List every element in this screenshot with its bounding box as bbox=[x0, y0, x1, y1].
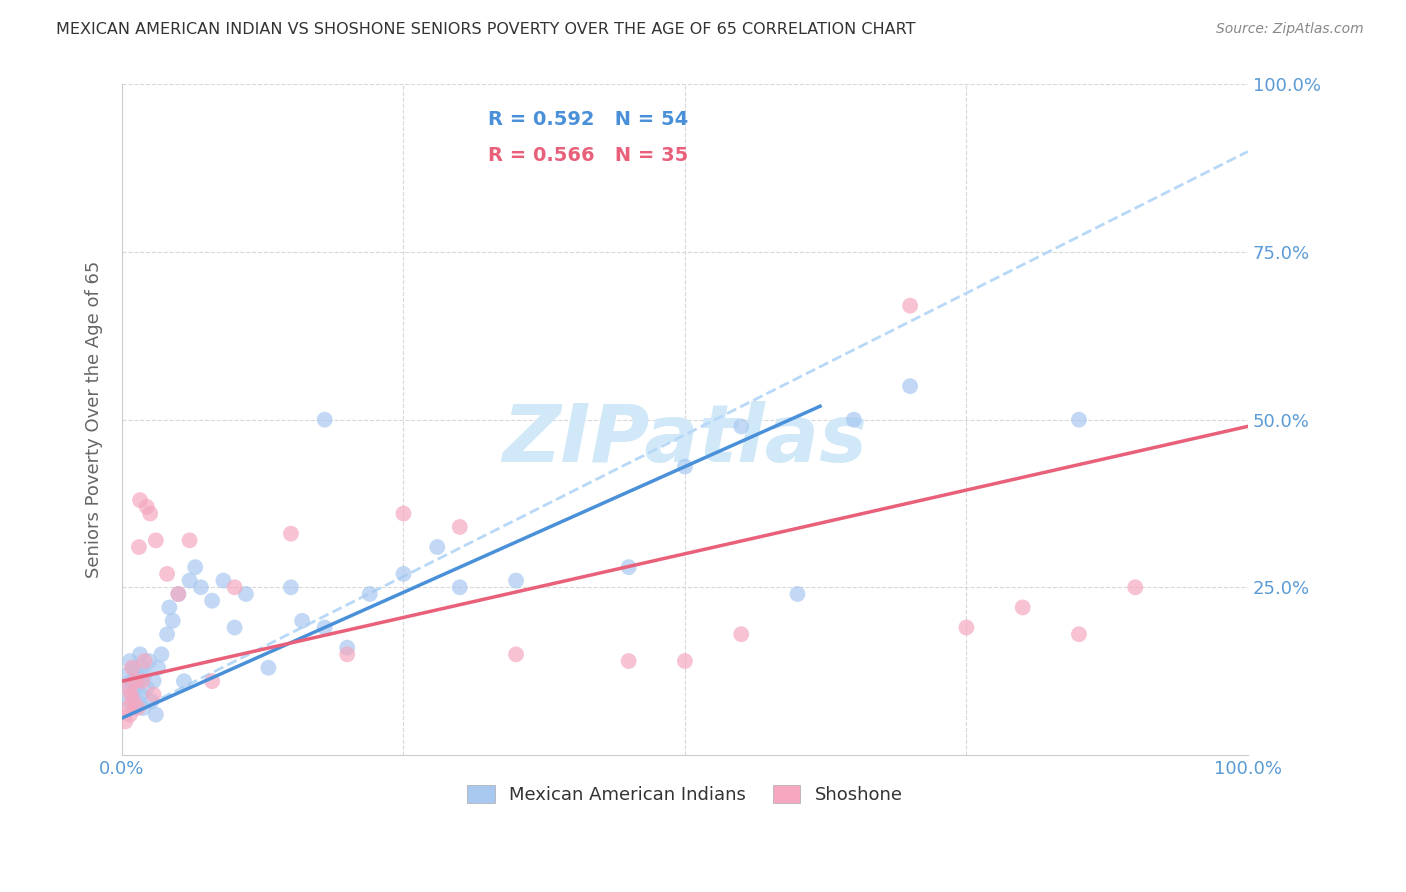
Point bbox=[167, 587, 190, 601]
Point bbox=[392, 507, 415, 521]
Point bbox=[156, 627, 179, 641]
Point bbox=[617, 654, 640, 668]
Point bbox=[117, 667, 139, 681]
Point bbox=[179, 574, 201, 588]
Point bbox=[955, 620, 977, 634]
Point bbox=[121, 661, 143, 675]
Point bbox=[505, 574, 527, 588]
Point bbox=[135, 681, 157, 695]
Text: Source: ZipAtlas.com: Source: ZipAtlas.com bbox=[1216, 22, 1364, 37]
Point bbox=[125, 667, 148, 681]
Point bbox=[114, 714, 136, 729]
Point bbox=[142, 688, 165, 702]
Point bbox=[122, 694, 145, 708]
Point bbox=[842, 412, 865, 426]
Point bbox=[150, 648, 173, 662]
Point bbox=[139, 507, 162, 521]
Point bbox=[336, 648, 359, 662]
Point bbox=[124, 674, 146, 689]
Point bbox=[124, 681, 146, 695]
Point bbox=[142, 674, 165, 689]
Point bbox=[184, 560, 207, 574]
Point bbox=[129, 688, 152, 702]
Text: R = 0.592   N = 54: R = 0.592 N = 54 bbox=[488, 111, 688, 129]
Point bbox=[235, 587, 257, 601]
Point bbox=[131, 661, 153, 675]
Point bbox=[146, 661, 169, 675]
Point bbox=[1011, 600, 1033, 615]
Point bbox=[280, 526, 302, 541]
Point bbox=[673, 459, 696, 474]
Point bbox=[145, 707, 167, 722]
Point bbox=[1067, 627, 1090, 641]
Point bbox=[135, 500, 157, 514]
Point bbox=[120, 688, 142, 702]
Point bbox=[134, 654, 156, 668]
Point bbox=[179, 533, 201, 548]
Point bbox=[786, 587, 808, 601]
Point bbox=[162, 614, 184, 628]
Point bbox=[201, 674, 224, 689]
Point bbox=[212, 574, 235, 588]
Point bbox=[121, 688, 143, 702]
Point bbox=[291, 614, 314, 628]
Point bbox=[128, 674, 150, 689]
Point bbox=[118, 694, 141, 708]
Point bbox=[898, 299, 921, 313]
Point bbox=[392, 566, 415, 581]
Point bbox=[118, 681, 141, 695]
Point bbox=[141, 694, 163, 708]
Point bbox=[617, 560, 640, 574]
Point bbox=[138, 654, 160, 668]
Point bbox=[190, 580, 212, 594]
Point bbox=[314, 412, 336, 426]
Point bbox=[673, 654, 696, 668]
Point bbox=[134, 667, 156, 681]
Point bbox=[173, 674, 195, 689]
Point bbox=[201, 593, 224, 607]
Point bbox=[129, 493, 152, 508]
Point bbox=[359, 587, 381, 601]
Point bbox=[117, 701, 139, 715]
Point bbox=[118, 654, 141, 668]
Point bbox=[280, 580, 302, 594]
Point bbox=[449, 580, 471, 594]
Point bbox=[730, 419, 752, 434]
Point bbox=[449, 520, 471, 534]
Point bbox=[167, 587, 190, 601]
Point bbox=[224, 580, 246, 594]
Point bbox=[730, 627, 752, 641]
Point bbox=[145, 533, 167, 548]
Point bbox=[132, 701, 155, 715]
Point bbox=[118, 707, 141, 722]
Point bbox=[426, 540, 449, 554]
Legend: Mexican American Indians, Shoshone: Mexican American Indians, Shoshone bbox=[458, 775, 911, 813]
Point bbox=[314, 620, 336, 634]
Point bbox=[128, 540, 150, 554]
Y-axis label: Seniors Poverty Over the Age of 65: Seniors Poverty Over the Age of 65 bbox=[86, 261, 103, 578]
Text: ZIPatlas: ZIPatlas bbox=[502, 401, 868, 479]
Point bbox=[1123, 580, 1146, 594]
Point bbox=[120, 674, 142, 689]
Point bbox=[129, 648, 152, 662]
Text: R = 0.566   N = 35: R = 0.566 N = 35 bbox=[488, 146, 688, 165]
Point bbox=[127, 701, 149, 715]
Point bbox=[336, 640, 359, 655]
Point bbox=[157, 600, 180, 615]
Point bbox=[1067, 412, 1090, 426]
Point bbox=[156, 566, 179, 581]
Point bbox=[122, 661, 145, 675]
Point bbox=[224, 620, 246, 634]
Text: MEXICAN AMERICAN INDIAN VS SHOSHONE SENIORS POVERTY OVER THE AGE OF 65 CORRELATI: MEXICAN AMERICAN INDIAN VS SHOSHONE SENI… bbox=[56, 22, 915, 37]
Point bbox=[257, 661, 280, 675]
Point bbox=[505, 648, 527, 662]
Point bbox=[131, 674, 153, 689]
Point bbox=[124, 701, 146, 715]
Point bbox=[114, 681, 136, 695]
Point bbox=[898, 379, 921, 393]
Point bbox=[127, 694, 149, 708]
